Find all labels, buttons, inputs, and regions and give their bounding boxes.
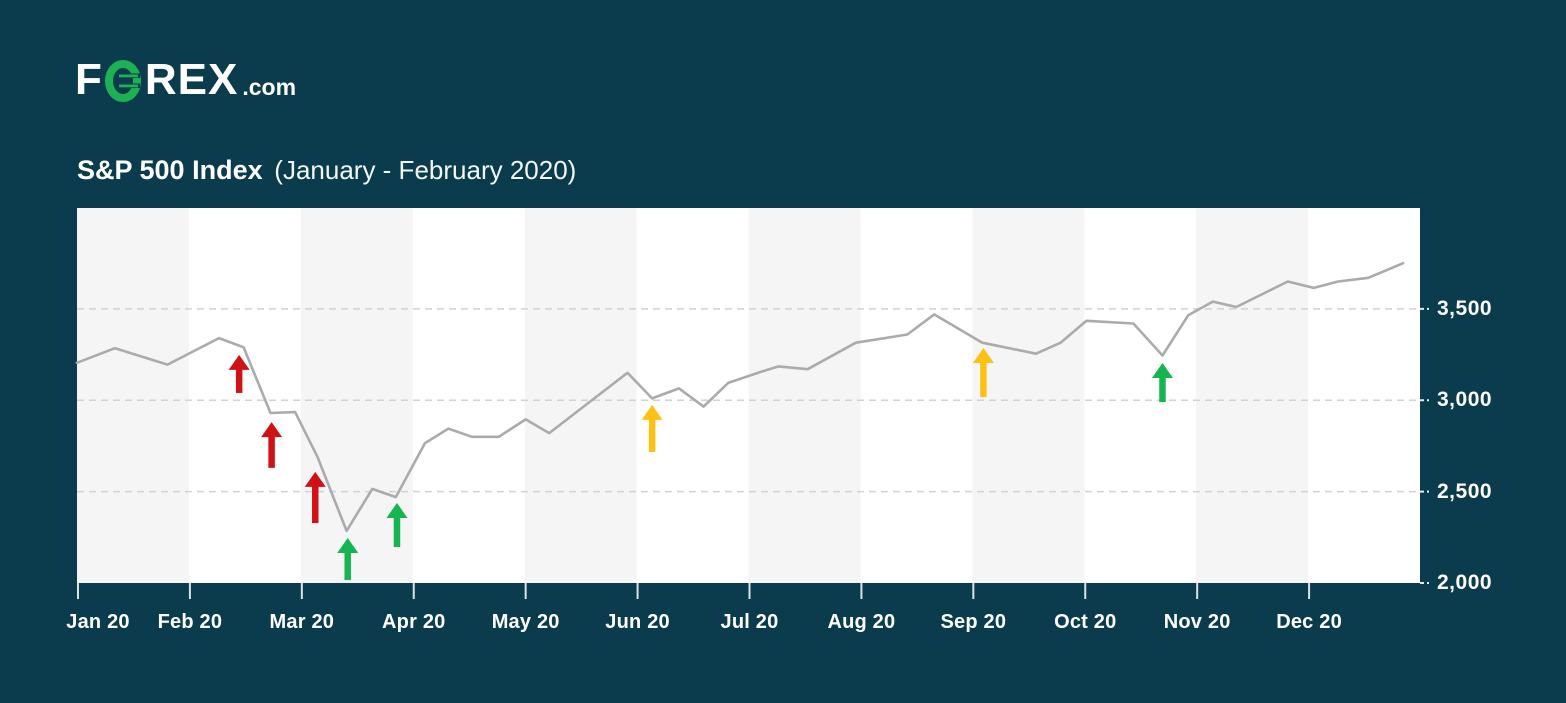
red-signal-arrow (261, 422, 283, 468)
x-axis-label: Aug 20 (827, 611, 896, 633)
month-band (972, 208, 1085, 583)
forex-logo-o-icon (104, 58, 144, 102)
month-band (77, 208, 189, 583)
month-band (748, 208, 861, 583)
red-signal-arrow (304, 471, 326, 524)
y-axis-label: 2,500 (1437, 479, 1493, 503)
red-signal-arrow (228, 354, 250, 393)
sp500-price-line (75, 261, 1405, 533)
y-axis-label: 3,500 (1437, 296, 1493, 320)
x-axis-label: May 20 (491, 611, 560, 633)
x-axis-label: Oct 20 (1054, 611, 1117, 633)
chart-title: S&P 500 Index (77, 155, 263, 185)
chart-subtitle: (January - February 2020) (274, 155, 577, 185)
month-band (1196, 208, 1309, 583)
yellow-signal-arrow (641, 404, 663, 452)
y-axis-label: 2,000 (1437, 571, 1493, 594)
chart-title-row: S&P 500 Index (January - February 2020) (77, 155, 576, 186)
green-signal-arrow (1151, 362, 1173, 403)
x-axis-label: Dec 20 (1276, 611, 1342, 633)
logo-text-rex: REX (144, 55, 239, 104)
green-signal-arrow (337, 538, 359, 581)
y-axis-label: 3,000 (1437, 388, 1493, 412)
x-axis-label: Feb 20 (157, 611, 223, 633)
x-axis-label: Jun 20 (605, 611, 670, 633)
x-axis-label: Nov 20 (1163, 611, 1231, 633)
x-axis-label: Sep 20 (940, 611, 1007, 633)
x-axis-label: Mar 20 (269, 611, 335, 633)
x-axis-label: Jul 20 (720, 611, 779, 633)
yellow-signal-arrow (972, 347, 994, 397)
green-signal-arrow (386, 502, 408, 547)
x-axis-label: Jan 20 (66, 611, 130, 633)
logo-text-f: F (75, 55, 103, 104)
x-axis-label: Apr 20 (382, 611, 446, 633)
logo-text-tld: .com (242, 74, 297, 100)
month-band (524, 208, 637, 583)
forex-logo: F REX .com (75, 56, 296, 104)
